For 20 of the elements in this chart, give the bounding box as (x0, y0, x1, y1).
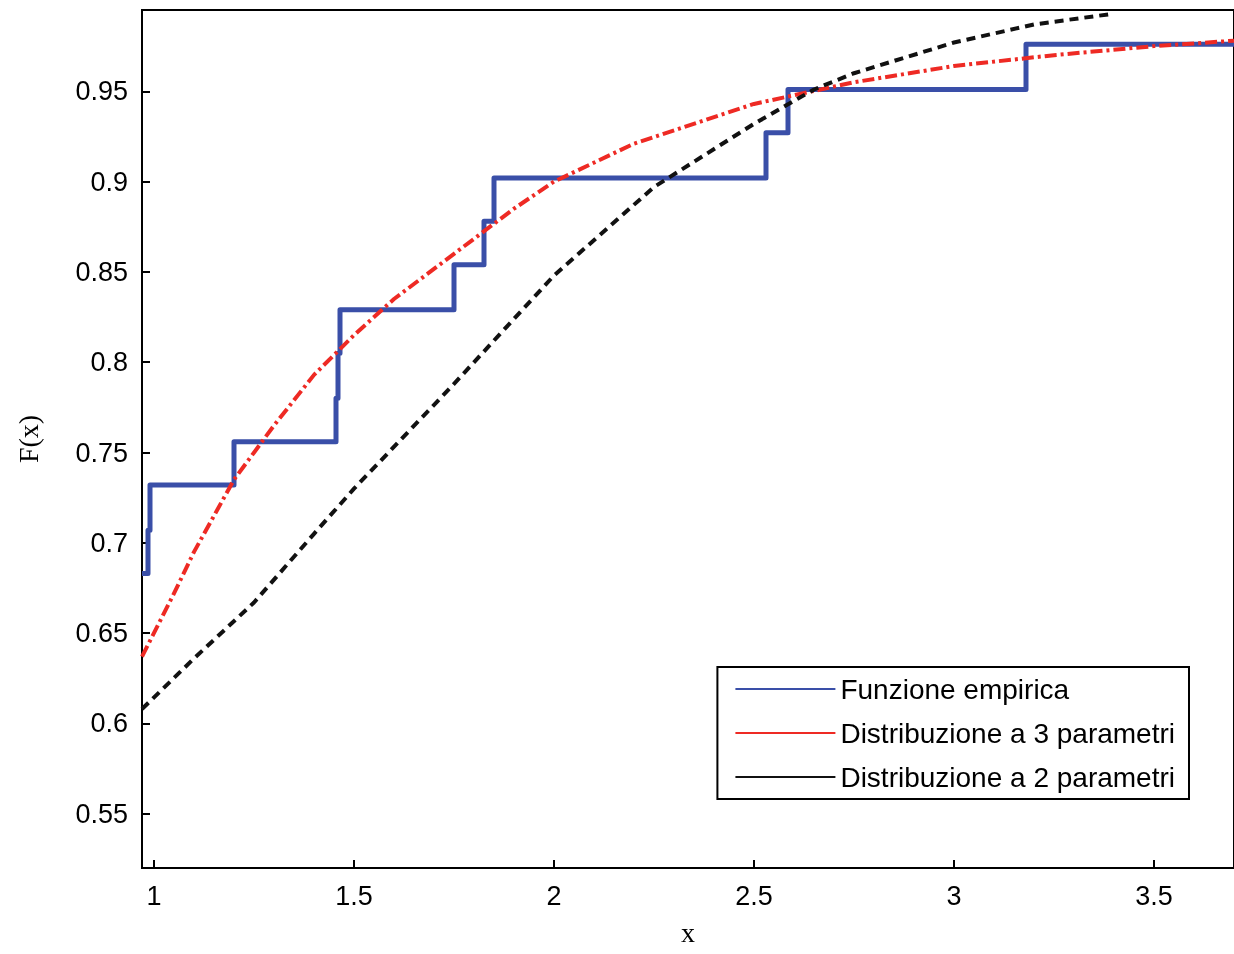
x-tick-label: 3 (946, 880, 962, 911)
y-tick-label: 0.8 (90, 347, 128, 378)
x-tick-label: 2 (546, 880, 562, 911)
y-axis-title: F(x) (12, 414, 44, 464)
y-tick-label: 0.7 (90, 527, 128, 558)
legend-label: Distribuzione a 2 parametri (840, 761, 1175, 793)
x-axis-title: x (681, 916, 695, 948)
legend-label: Distribuzione a 3 parametri (840, 717, 1175, 749)
y-tick-label: 0.95 (75, 76, 128, 107)
x-tick-label: 1 (146, 880, 162, 911)
x-tick-label: 2.5 (735, 880, 773, 911)
y-tick-label: 0.6 (90, 708, 128, 739)
y-tick-label: 0.65 (75, 618, 128, 649)
x-tick-label: 3.5 (1135, 880, 1173, 911)
legend-label: Funzione empirica (840, 673, 1070, 705)
y-tick-label: 0.75 (75, 437, 128, 468)
y-tick-label: 0.55 (75, 798, 128, 829)
x-tick-label: 1.5 (335, 880, 373, 911)
y-tick-label: 0.85 (75, 256, 128, 287)
y-tick-label: 0.9 (90, 166, 128, 197)
